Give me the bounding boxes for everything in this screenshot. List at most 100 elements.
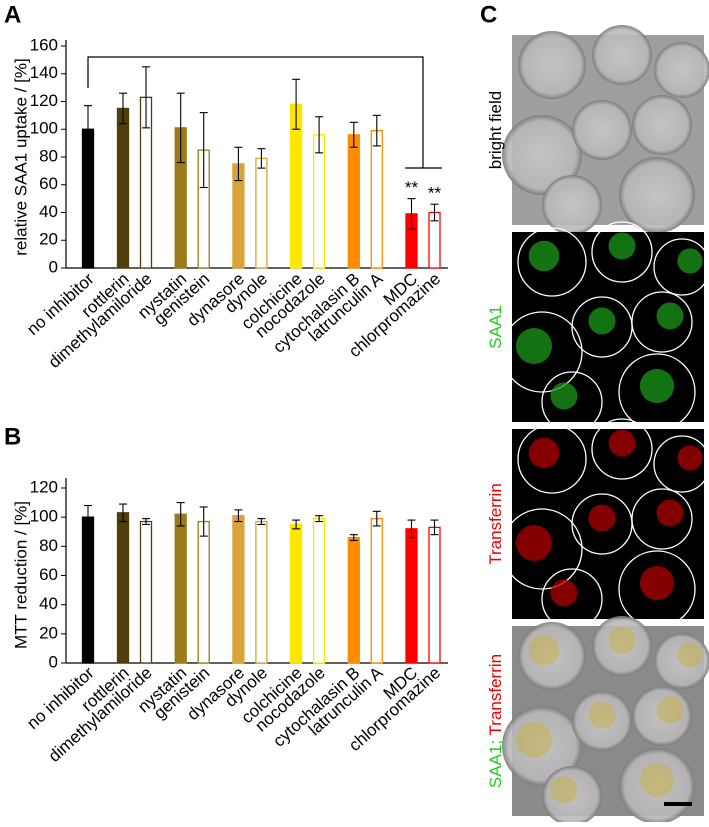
cell: [518, 31, 586, 99]
signal: [516, 722, 552, 758]
error-bar: [199, 506, 208, 537]
signal: [639, 762, 675, 798]
image-label: bright field: [486, 91, 505, 169]
y-tick-label: 80: [39, 536, 58, 555]
signal: [677, 642, 703, 668]
error-bar: [257, 518, 266, 526]
signal: [608, 429, 636, 457]
error-bar: [315, 515, 324, 523]
error-bar: [407, 198, 416, 230]
error-bar: [257, 148, 266, 169]
error-bar: [372, 510, 381, 527]
error-bar: [234, 146, 243, 182]
bar: [116, 512, 130, 664]
signal: [639, 368, 675, 404]
y-tick-label: 80: [39, 146, 58, 165]
image-label: Transferrin: [486, 483, 505, 565]
bar: [174, 513, 187, 664]
cell-outline: [591, 221, 653, 283]
significance: **: [428, 184, 442, 203]
cell: [654, 42, 709, 98]
signal: [677, 445, 703, 471]
y-tick-label: 60: [39, 174, 58, 193]
signal: [588, 307, 616, 335]
y-tick-label: 120: [30, 477, 58, 496]
micrograph: [501, 221, 709, 433]
signal: [639, 565, 675, 601]
bar: [255, 157, 268, 269]
bar: [139, 520, 153, 664]
y-tick-label: 100: [30, 507, 58, 526]
error-bar: [142, 518, 150, 526]
label-part: SAA1: [486, 305, 505, 348]
micrograph: [501, 418, 709, 630]
bar: [255, 520, 268, 664]
panel-letter: A: [4, 1, 21, 28]
y-axis-label: MTT reduction / [%]: [11, 501, 30, 649]
signal: [656, 302, 684, 330]
error-bar: [84, 504, 92, 530]
signal: [550, 776, 578, 804]
cell: [502, 115, 582, 195]
error-bar: [142, 66, 150, 129]
image-label: SAA1; Transferrin: [486, 654, 505, 788]
error-bar: [315, 116, 324, 154]
error-bar: [372, 114, 381, 147]
bar: [428, 526, 441, 664]
error-bar: [176, 92, 185, 164]
signal: [588, 504, 616, 532]
error-bar: [84, 105, 92, 154]
bar: [347, 536, 360, 664]
error-bar: [292, 519, 301, 530]
cell-outline: [591, 418, 653, 480]
image-label: SAA1: [486, 305, 505, 348]
x-tick-label: dimethylamiloride: [45, 269, 156, 372]
cell: [632, 95, 692, 155]
error-bar: [119, 503, 127, 523]
bracket: [87, 56, 442, 169]
x-tick-label: dimethylamiloride: [45, 663, 156, 766]
cell: [592, 25, 652, 85]
cell-outline: [501, 311, 583, 393]
y-tick-label: 20: [39, 623, 58, 642]
cell: [572, 100, 632, 160]
y-tick-label: 60: [39, 565, 58, 584]
signal: [528, 240, 560, 272]
bar: [232, 515, 245, 664]
cell-outline: [631, 291, 693, 353]
error-bar: [349, 534, 358, 542]
scale-bar: [664, 802, 692, 806]
y-tick-label: 100: [30, 119, 58, 138]
cell-outline: [631, 488, 693, 550]
signal: [516, 525, 552, 561]
cell-outline: [517, 424, 587, 494]
y-tick-label: 0: [49, 257, 58, 276]
error-bar: [430, 203, 439, 222]
micrograph: [502, 25, 709, 235]
signal: [677, 248, 703, 274]
label-part: Transferrin: [486, 654, 505, 736]
y-tick-label: 160: [30, 35, 58, 54]
bar: [370, 129, 383, 269]
bar: [289, 523, 303, 664]
significance: **: [405, 178, 419, 197]
signal: [588, 701, 616, 729]
signal: [516, 328, 552, 364]
label-part: bright field: [486, 91, 505, 169]
label-part: SAA1;: [486, 735, 505, 788]
error-bar: [234, 509, 243, 523]
signal: [550, 382, 578, 410]
cell-outline: [517, 227, 587, 297]
bar: [405, 528, 418, 664]
cell-outline: [653, 435, 709, 493]
signal: [550, 579, 578, 607]
micrograph: [502, 616, 709, 826]
panel-letter: C: [480, 1, 497, 28]
bar: [312, 134, 326, 269]
error-bar: [119, 92, 127, 125]
y-tick-label: 140: [30, 63, 58, 82]
cell-outline: [501, 508, 583, 590]
bar: [347, 134, 360, 269]
label-part: Transferrin: [486, 483, 505, 565]
